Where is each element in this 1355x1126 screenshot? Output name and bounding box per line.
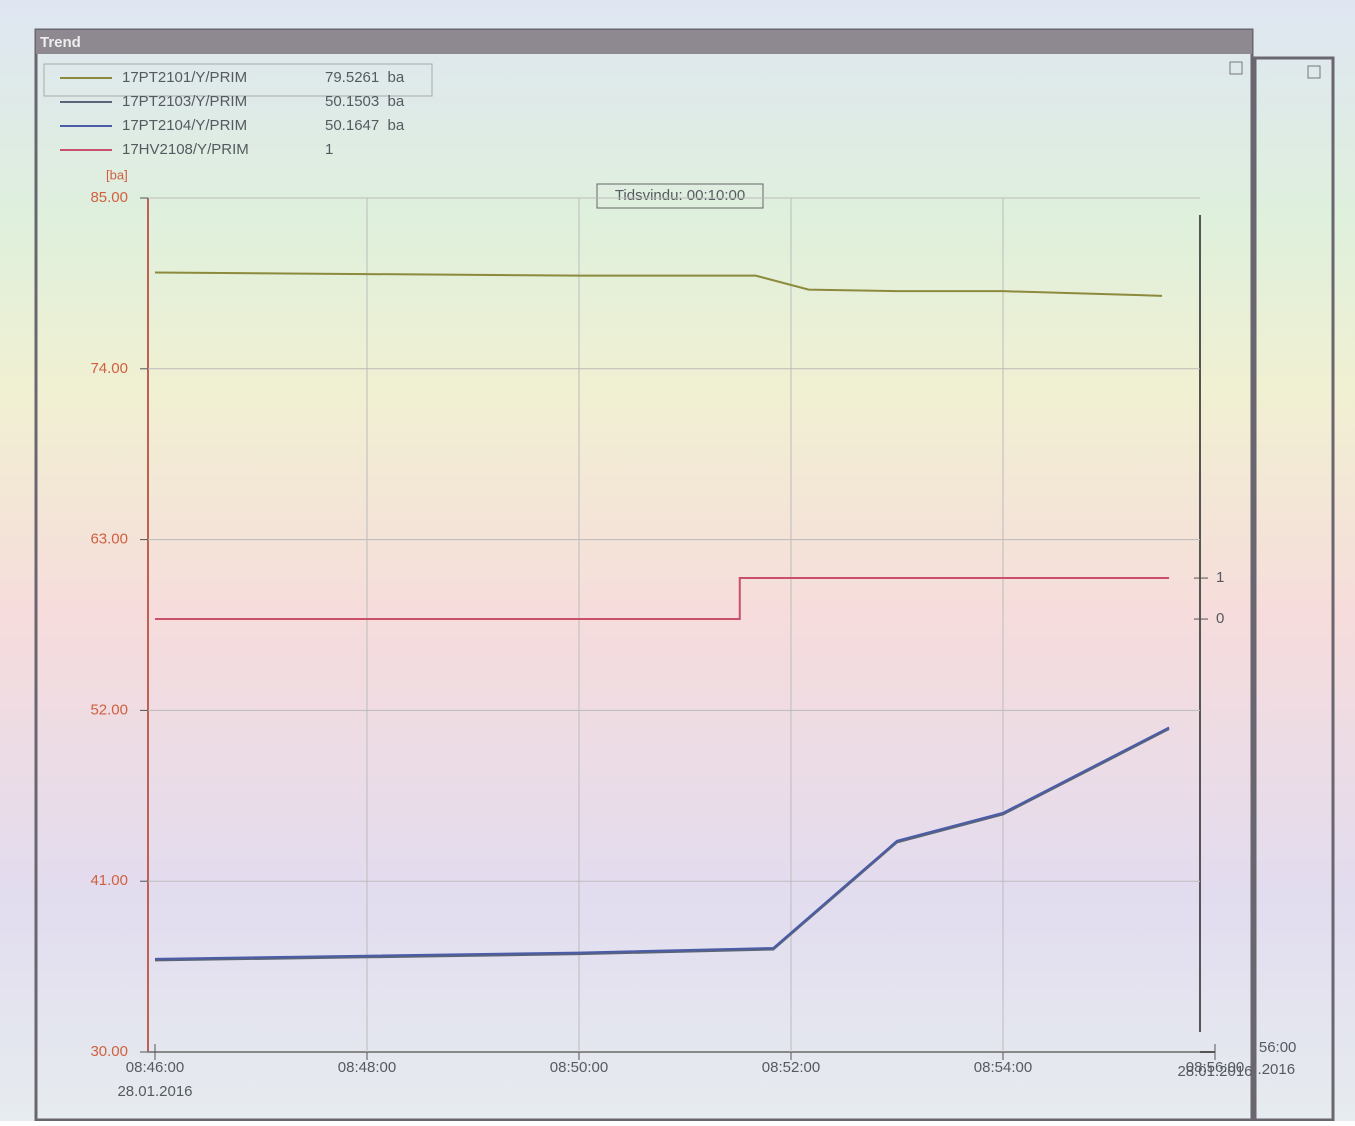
legend-value: 50.1503 ba	[325, 93, 405, 110]
y-tick-label: 30.00	[90, 1043, 128, 1060]
y2-tick-label: 1	[1216, 569, 1224, 586]
x-tick-label: 08:46:00	[126, 1059, 184, 1076]
y2-tick-label: 0	[1216, 610, 1224, 627]
y-tick-label: 63.00	[90, 531, 128, 548]
y-tick-label: 85.00	[90, 189, 128, 206]
y-unit: [ba]	[106, 167, 128, 182]
x-date: 28.01.2016	[1177, 1063, 1252, 1080]
window-title: Trend	[40, 34, 81, 51]
y-tick-label: 52.00	[90, 701, 128, 718]
x-date: 28.01.2016	[117, 1083, 192, 1100]
legend-name: 17HV2108/Y/PRIM	[122, 141, 249, 158]
legend-value: 79.5261 ba	[325, 69, 405, 86]
x-tick-label: 08:50:00	[550, 1059, 608, 1076]
page: Trend 08:56:00 28.01.2016 [ba] Tidsvindu…	[0, 0, 1355, 1121]
legend-name: 17PT2104/Y/PRIM	[122, 117, 247, 134]
x-tick-label: 08:48:00	[338, 1059, 396, 1076]
title-bar	[36, 30, 1252, 54]
legend-value: 1	[325, 141, 333, 158]
y-tick-label: 74.00	[90, 360, 128, 377]
screen: Trend 08:56:00 28.01.2016 [ba] Tidsvindu…	[0, 0, 1355, 1121]
y-tick-label: 41.00	[90, 872, 128, 889]
background	[0, 0, 1355, 1121]
x-tick-label: 08:52:00	[762, 1059, 820, 1076]
legend-name: 17PT2101/Y/PRIM	[122, 69, 247, 86]
legend-value: 50.1647 ba	[325, 117, 405, 134]
x-tick-label: 08:54:00	[974, 1059, 1032, 1076]
legend-name: 17PT2103/Y/PRIM	[122, 93, 247, 110]
annotation: Tidsvindu: 00:10:00	[615, 187, 745, 204]
